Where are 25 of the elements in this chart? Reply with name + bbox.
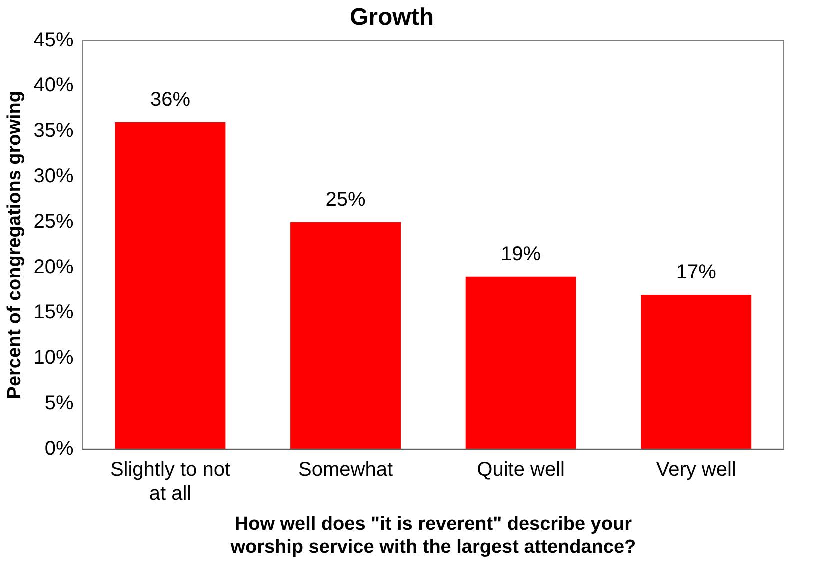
data-label: 17% xyxy=(676,262,717,284)
y-tick-label: 30% xyxy=(34,166,74,188)
data-label: 36% xyxy=(150,89,191,112)
y-tick-label: 35% xyxy=(34,120,74,142)
x-tick-label: Very well xyxy=(656,458,736,481)
y-tick-label: 15% xyxy=(34,302,74,324)
y-tick-label: 45% xyxy=(34,29,74,52)
y-tick-label: 20% xyxy=(34,256,74,278)
bar xyxy=(466,276,576,450)
data-label: 25% xyxy=(326,188,366,211)
y-tick-label: 0% xyxy=(44,438,74,460)
data-label: 19% xyxy=(501,243,542,266)
bar xyxy=(115,122,226,450)
y-axis-title: Percent of congregations growing xyxy=(4,90,26,400)
y-tick-label: 40% xyxy=(34,74,74,97)
y-tick-label: 10% xyxy=(34,347,74,370)
x-axis-title: How well does "it is reverent" describe your worship service with the largest attendance? xyxy=(230,514,636,558)
bar xyxy=(290,222,401,450)
chart-title: Growth xyxy=(350,4,434,32)
y-tick-label: 25% xyxy=(34,210,74,233)
x-tick-label: Slightly to not at all xyxy=(110,458,231,505)
bar xyxy=(641,295,752,450)
x-tick-label: Quite well xyxy=(477,458,565,481)
x-tick-label: Somewhat xyxy=(298,458,394,481)
y-tick-label: 5% xyxy=(44,392,74,415)
